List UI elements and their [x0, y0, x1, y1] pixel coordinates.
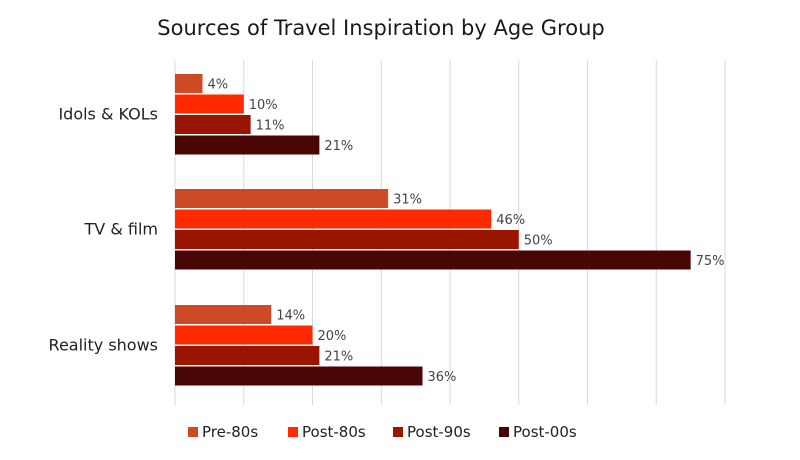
data-label-tv-and-film-post-90s: 50% — [524, 234, 553, 249]
bar-idols-and-kols-pre-80s — [175, 74, 203, 93]
data-label-idols-and-kols-pre-80s: 4% — [208, 78, 229, 93]
bar-reality-shows-post-00s — [175, 366, 423, 386]
bar-tv-and-film-pre-80s — [175, 189, 389, 208]
data-labels: 4% 10% 11% 21% 31% 46% 50% 75% 14% 20% 21% 36% — [208, 78, 725, 386]
bar-tv-and-film-post-90s — [175, 230, 519, 249]
data-label-reality-shows-post-90s: 21% — [324, 350, 353, 365]
legend-label-pre-80s: Pre-80s — [202, 423, 258, 441]
bar-idols-and-kols-post-90s — [175, 115, 251, 134]
data-label-tv-and-film-post-80s: 46% — [496, 213, 525, 228]
bar-reality-shows-post-80s — [175, 325, 313, 345]
data-label-reality-shows-post-00s: 36% — [428, 370, 457, 385]
category-labels: Idols & KOLs TV & film Reality shows — [49, 104, 158, 354]
data-label-tv-and-film-post-00s: 75% — [696, 254, 725, 269]
data-label-idols-and-kols-post-80s: 10% — [249, 98, 278, 113]
bar-idols-and-kols-post-80s — [175, 94, 244, 114]
bar-tv-and-film-post-80s — [175, 209, 492, 229]
category-label-reality-shows: Reality shows — [49, 335, 158, 354]
legend-label-post-80s: Post-80s — [302, 423, 366, 441]
legend-label-post-90s: Post-90s — [407, 423, 471, 441]
legend: Pre-80s Post-80s Post-90s Post-00s — [188, 423, 577, 441]
bar-reality-shows-pre-80s — [175, 305, 272, 324]
legend-swatch-post-80s — [288, 427, 298, 437]
data-label-reality-shows-pre-80s: 14% — [276, 309, 305, 324]
legend-swatch-pre-80s — [188, 427, 198, 437]
legend-label-post-00s: Post-00s — [513, 423, 577, 441]
bar-idols-and-kols-post-00s — [175, 135, 320, 155]
data-label-idols-and-kols-post-90s: 11% — [256, 119, 285, 134]
bar-reality-shows-post-90s — [175, 346, 320, 365]
data-label-idols-and-kols-post-00s: 21% — [324, 139, 353, 154]
data-label-reality-shows-post-80s: 20% — [318, 329, 347, 344]
data-label-tv-and-film-pre-80s: 31% — [393, 193, 422, 208]
category-label-tv-and-film: TV & film — [84, 219, 158, 238]
bar-tv-and-film-post-00s — [175, 250, 691, 270]
bars-group — [175, 74, 691, 386]
category-label-idols-and-kols: Idols & KOLs — [58, 104, 158, 123]
legend-swatch-post-90s — [393, 427, 403, 437]
chart-title: Sources of Travel Inspiration by Age Gro… — [157, 16, 604, 40]
legend-swatch-post-00s — [499, 427, 509, 437]
